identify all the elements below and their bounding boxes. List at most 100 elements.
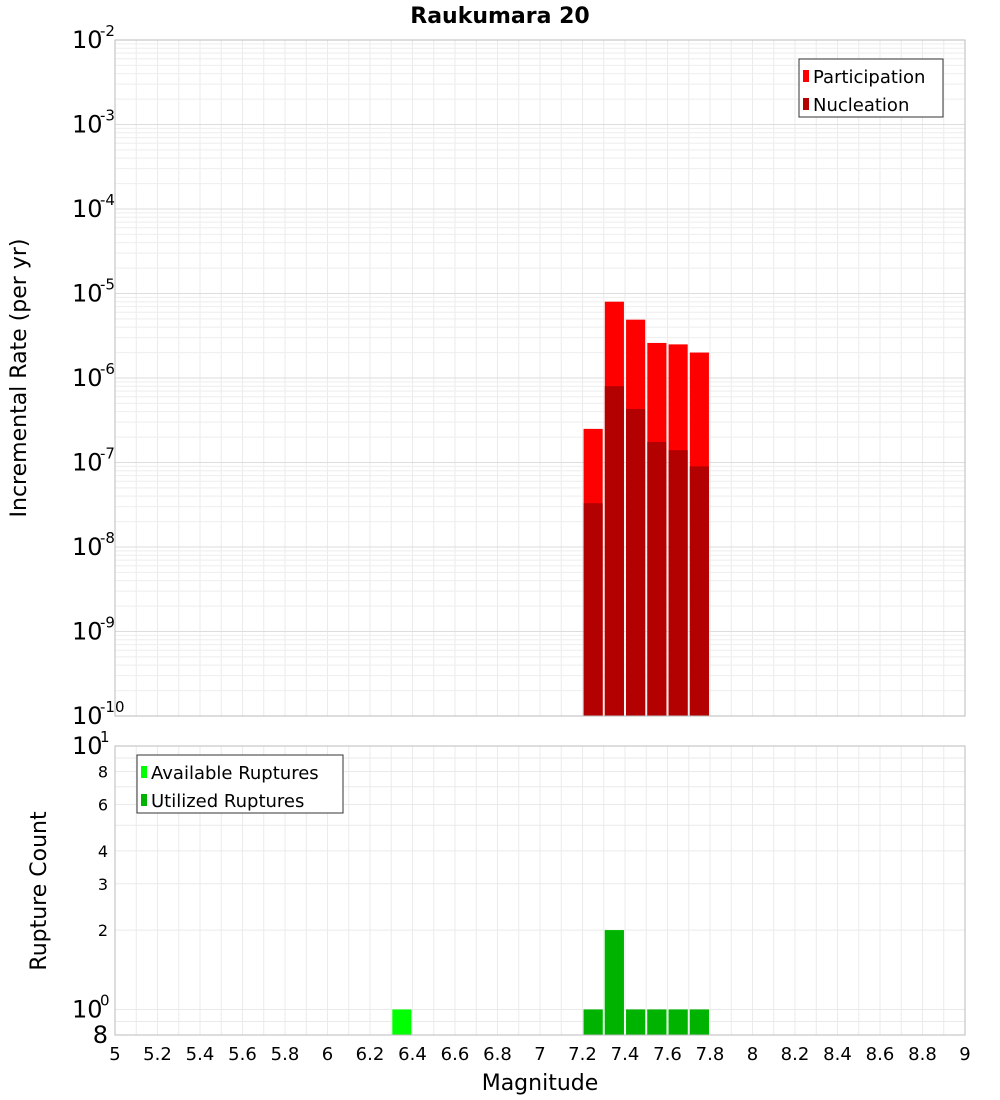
bar-nucleation <box>626 408 646 716</box>
x-tick-label: 8.6 <box>866 1044 895 1065</box>
y-tick-label: 4 <box>98 842 108 861</box>
bar-utilized-ruptures <box>626 1009 646 1035</box>
y-tick-base: 10 <box>72 111 103 139</box>
y-tick-exponent: -7 <box>100 445 115 463</box>
bottom-panel-frame <box>114 745 966 1036</box>
y-tick-label: 2 <box>98 921 108 940</box>
bar-available-ruptures <box>392 1009 412 1035</box>
legend-entry: Utilized Ruptures <box>151 791 304 812</box>
x-tick-label: 6 <box>322 1044 333 1065</box>
y-tick-exponent: -6 <box>100 360 115 378</box>
x-tick-label: 5.2 <box>143 1044 172 1065</box>
bottom-legend: Available Ruptures Utilized Ruptures <box>136 754 344 814</box>
y-tick-base: 10 <box>72 995 103 1023</box>
y-tick-base: 10 <box>72 364 103 392</box>
x-tick-label: 8.2 <box>781 1044 810 1065</box>
top-panel-grid <box>114 40 966 717</box>
legend-box <box>136 754 344 814</box>
x-tick-label: 5.4 <box>186 1044 215 1065</box>
top-y-axis-label: Incremental Rate (per yr) <box>7 239 32 518</box>
y-tick-label: 8 <box>98 763 108 782</box>
y-tick-label: 10-7 <box>72 445 115 477</box>
y-tick-label: 100 <box>72 991 110 1023</box>
legend-swatch <box>141 794 147 806</box>
y-tick-exponent: -4 <box>100 191 115 209</box>
legend-entry: Nucleation <box>813 95 909 116</box>
y-tick-label: 10-4 <box>72 191 115 223</box>
x-tick-label: 6.6 <box>441 1044 470 1065</box>
bar-nucleation <box>668 450 688 716</box>
x-tick-label: 5.6 <box>228 1044 257 1065</box>
bottom-panel-bars <box>392 930 709 1035</box>
x-tick-label: 7.8 <box>696 1044 725 1065</box>
bar-utilized-ruptures <box>668 1009 688 1035</box>
y-tick-value: 2 <box>98 921 108 940</box>
legend-entry: Participation <box>813 67 925 88</box>
y-tick-exponent: 0 <box>100 991 110 1009</box>
x-tick-label: 5 <box>109 1044 120 1065</box>
y-tick-base: 10 <box>72 449 103 477</box>
x-tick-label: 5.8 <box>271 1044 300 1065</box>
y-tick-label: 6 <box>98 795 108 814</box>
x-tick-label: 7.6 <box>653 1044 682 1065</box>
y-tick-label: 10-2 <box>72 22 115 54</box>
chart-title: Raukumara 20 <box>410 4 589 29</box>
y-tick-exponent: -3 <box>100 107 115 125</box>
x-tick-label: 9 <box>959 1044 970 1065</box>
x-tick-label: 7.4 <box>611 1044 640 1065</box>
y-tick-base: 10 <box>72 702 103 730</box>
y-tick-label: 10-6 <box>72 360 115 392</box>
y-tick-label: 10-5 <box>72 276 115 308</box>
bottom-panel-grid <box>114 745 966 1036</box>
bottom-y-axis-label: Rupture Count <box>27 811 52 971</box>
bar-nucleation <box>583 503 603 716</box>
y-tick-value: 8 <box>93 1021 108 1049</box>
x-axis-label: Magnitude <box>482 1071 599 1096</box>
y-tick-exponent: 1 <box>100 728 110 746</box>
y-tick-exponent: -9 <box>100 614 115 632</box>
y-tick-label: 10-3 <box>72 107 115 139</box>
y-tick-exponent: -5 <box>100 276 115 294</box>
legend-swatch <box>803 98 809 110</box>
bar-utilized-ruptures <box>583 1009 603 1035</box>
y-tick-base: 10 <box>72 195 103 223</box>
x-axis-ticks: 5 5.2 5.4 5.6 5.8 6 6.2 6.4 6.6 6.8 7 7.2 7.4 7.6 7.8 8… <box>109 1044 970 1065</box>
bar-utilized-ruptures <box>689 1009 709 1035</box>
top-legend: Participation Nucleation <box>798 58 944 118</box>
y-tick-base: 10 <box>72 533 103 561</box>
legend-swatch <box>803 70 809 82</box>
y-tick-base: 10 <box>72 732 103 760</box>
y-tick-label: 10-8 <box>72 529 115 561</box>
bar-nucleation <box>604 386 624 716</box>
top-panel-frame <box>114 39 966 717</box>
bar-nucleation <box>689 466 709 716</box>
bar-nucleation <box>647 441 667 716</box>
y-tick-label: 10-10 <box>72 698 125 730</box>
y-tick-exponent: -8 <box>100 529 115 547</box>
x-tick-label: 8 <box>747 1044 758 1065</box>
y-tick-exponent: -10 <box>100 698 125 716</box>
y-tick-label: 10-9 <box>72 614 115 646</box>
bar-utilized-ruptures <box>647 1009 667 1035</box>
y-tick-label: 101 <box>72 728 110 760</box>
y-tick-base: 10 <box>72 280 103 308</box>
y-tick-label: 8 <box>93 1021 108 1049</box>
y-tick-exponent: -2 <box>100 22 115 40</box>
x-tick-label: 8.8 <box>908 1044 937 1065</box>
y-tick-label: 3 <box>98 875 108 894</box>
y-tick-value: 3 <box>98 875 108 894</box>
x-tick-label: 7.2 <box>568 1044 597 1065</box>
legend-swatch <box>141 766 147 778</box>
x-tick-label: 7 <box>534 1044 545 1065</box>
x-tick-label: 8.4 <box>823 1044 852 1065</box>
y-tick-value: 8 <box>98 763 108 782</box>
legend-box <box>798 58 944 118</box>
bar-utilized-ruptures <box>604 930 624 1035</box>
y-tick-value: 6 <box>98 795 108 814</box>
y-tick-value: 4 <box>98 842 108 861</box>
legend-entry: Available Ruptures <box>151 763 319 784</box>
y-tick-base: 10 <box>72 618 103 646</box>
